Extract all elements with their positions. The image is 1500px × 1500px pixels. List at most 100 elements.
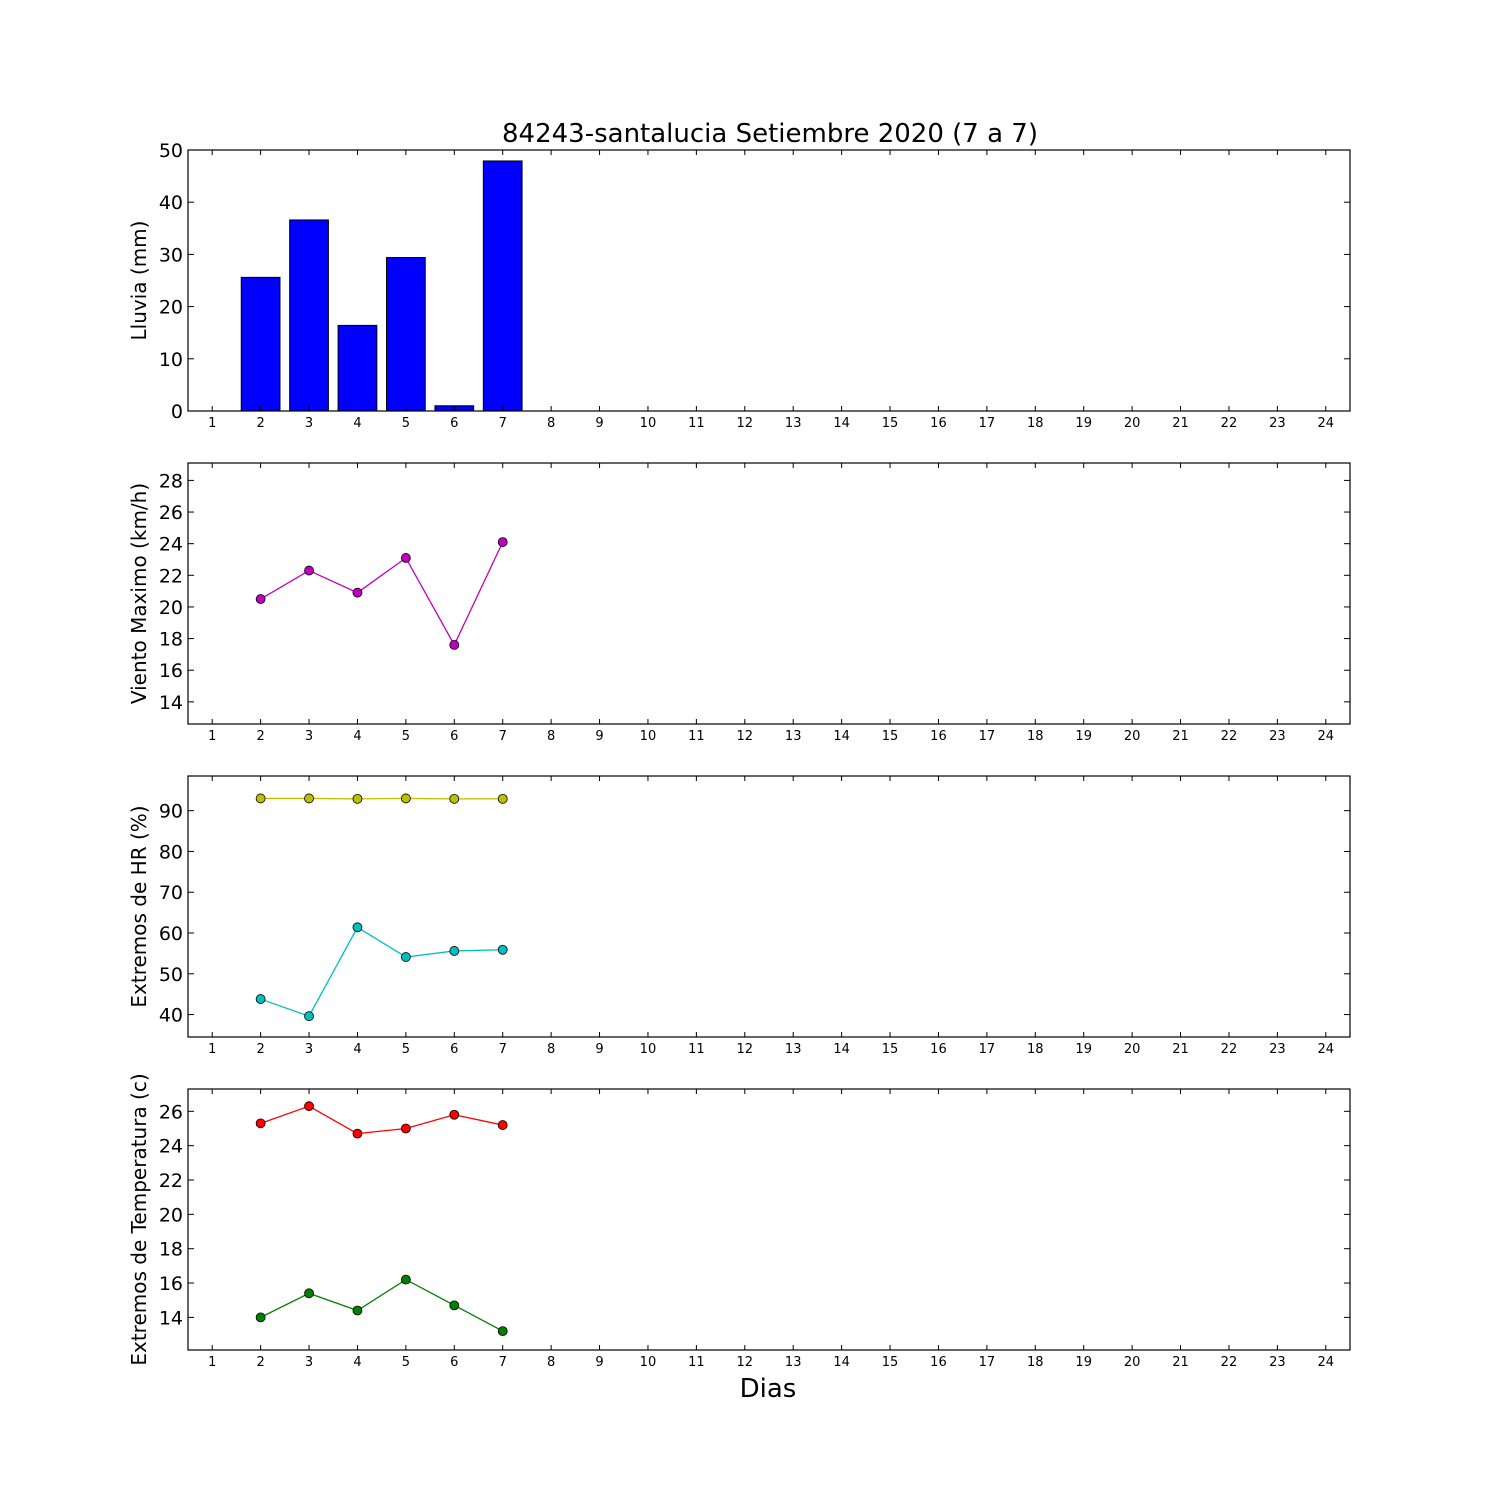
point-temperatura-0-day-5 [400, 1123, 411, 1134]
point-viento-0-day-6 [449, 640, 460, 650]
x-tick-label-temperatura-1: 1 [208, 1355, 216, 1370]
x-tick-label-hr-3: 3 [305, 1042, 313, 1057]
y-tick-label-temperatura-18: 18 [159, 1239, 183, 1261]
x-tick-label-hr-9: 9 [595, 1042, 603, 1057]
x-tick-label-viento-14: 14 [833, 729, 850, 744]
x-tick-label-hr-10: 10 [640, 1042, 657, 1057]
x-tick-label-lluvia-13: 13 [785, 416, 802, 431]
y-tick-label-temperatura-26: 26 [159, 1101, 183, 1123]
x-tick-label-viento-19: 19 [1075, 729, 1092, 744]
x-tick-label-temperatura-12: 12 [737, 1355, 754, 1370]
x-tick-label-lluvia-1: 1 [208, 416, 216, 431]
x-tick-label-temperatura-21: 21 [1172, 1355, 1189, 1370]
y-tick-label-viento-28: 28 [159, 470, 183, 492]
point-hr-1-day-7 [497, 944, 508, 955]
x-tick-label-temperatura-3: 3 [305, 1355, 313, 1370]
x-tick-label-temperatura-10: 10 [640, 1355, 657, 1370]
y-tick-label-lluvia-20: 20 [159, 297, 183, 319]
y-tick-label-hr-40: 40 [159, 1005, 183, 1027]
y-tick-label-lluvia-50: 50 [159, 140, 183, 162]
x-tick-label-viento-2: 2 [256, 729, 264, 744]
x-tick-label-lluvia-22: 22 [1221, 416, 1238, 431]
point-temperatura-1-day-7 [497, 1326, 508, 1337]
x-tick-label-hr-14: 14 [833, 1042, 850, 1057]
point-temperatura-0-day-2 [255, 1118, 266, 1129]
x-tick-label-viento-20: 20 [1124, 729, 1141, 744]
y-tick-label-temperatura-16: 16 [159, 1273, 183, 1295]
x-tick-label-viento-11: 11 [688, 729, 705, 744]
y-tick-label-temperatura-22: 22 [159, 1170, 183, 1192]
chart-title: 84243-santalucia Setiembre 2020 (7 a 7) [502, 119, 1038, 149]
x-tick-label-lluvia-5: 5 [402, 416, 410, 431]
x-tick-label-temperatura-17: 17 [979, 1355, 996, 1370]
x-tick-label-temperatura-19: 19 [1075, 1355, 1092, 1370]
x-tick-label-lluvia-7: 7 [499, 416, 507, 431]
x-tick-label-viento-12: 12 [737, 729, 754, 744]
y-tick-label-hr-60: 60 [159, 923, 183, 945]
x-tick-label-lluvia-3: 3 [305, 416, 313, 431]
point-viento-0-day-7 [497, 537, 508, 547]
x-tick-label-viento-3: 3 [305, 729, 313, 744]
y-tick-label-temperatura-14: 14 [159, 1307, 183, 1329]
x-tick-label-temperatura-18: 18 [1027, 1355, 1044, 1370]
x-tick-label-lluvia-19: 19 [1075, 416, 1092, 431]
x-tick-label-hr-22: 22 [1221, 1042, 1238, 1057]
x-tick-label-lluvia-17: 17 [979, 416, 996, 431]
x-tick-label-hr-24: 24 [1318, 1042, 1335, 1057]
point-viento-0-day-3 [304, 565, 314, 576]
x-tick-label-viento-1: 1 [208, 729, 216, 744]
x-tick-label-temperatura-16: 16 [930, 1355, 947, 1370]
x-tick-label-hr-13: 13 [785, 1042, 802, 1057]
y-tick-label-lluvia-30: 30 [159, 244, 183, 266]
bar-lluvia-day-2 [240, 276, 281, 412]
x-tick-label-temperatura-2: 2 [256, 1355, 264, 1370]
x-tick-label-lluvia-15: 15 [882, 416, 899, 431]
y-tick-label-viento-26: 26 [159, 502, 183, 524]
x-tick-label-viento-4: 4 [353, 729, 361, 744]
point-temperatura-0-day-4 [352, 1128, 363, 1139]
x-tick-label-viento-22: 22 [1221, 729, 1238, 744]
x-tick-label-lluvia-2: 2 [256, 416, 264, 431]
bar-lluvia-day-3 [289, 219, 329, 412]
x-tick-label-viento-7: 7 [499, 729, 507, 744]
x-tick-label-temperatura-5: 5 [402, 1355, 410, 1370]
panel-hr: 1 2 3 4 5 6 7 8 9 10 11 12 13 14 15 16 17 18 19 20 21 22 23 244… [127, 775, 1351, 1057]
bar-lluvia-day-4 [337, 324, 378, 412]
x-tick-label-hr-15: 15 [882, 1042, 899, 1057]
x-tick-label-hr-6: 6 [450, 1042, 458, 1057]
y-tick-label-temperatura-24: 24 [159, 1136, 183, 1158]
x-tick-label-hr-7: 7 [499, 1042, 507, 1057]
x-tick-label-lluvia-9: 9 [595, 416, 603, 431]
x-tick-label-viento-10: 10 [640, 729, 657, 744]
point-temperatura-1-day-3 [304, 1288, 314, 1299]
x-tick-label-lluvia-24: 24 [1318, 416, 1335, 431]
x-tick-label-hr-8: 8 [547, 1042, 555, 1057]
x-tick-label-hr-5: 5 [402, 1042, 410, 1057]
bar-lluvia-day-7 [482, 160, 523, 412]
bar-lluvia-day-5 [386, 257, 426, 412]
point-viento-0-day-2 [255, 594, 266, 604]
x-tick-label-temperatura-23: 23 [1269, 1355, 1286, 1370]
axes-frame-viento [187, 462, 1351, 725]
x-tick-label-temperatura-24: 24 [1318, 1355, 1335, 1370]
x-tick-label-hr-11: 11 [688, 1042, 705, 1057]
axes-frame-hr [187, 775, 1351, 1038]
x-tick-label-hr-21: 21 [1172, 1042, 1189, 1057]
x-tick-label-viento-23: 23 [1269, 729, 1286, 744]
y-tick-label-viento-24: 24 [159, 534, 183, 556]
x-tick-label-lluvia-8: 8 [547, 416, 555, 431]
x-tick-label-hr-2: 2 [256, 1042, 264, 1057]
point-temperatura-1-day-5 [400, 1274, 411, 1285]
point-hr-0-day-6 [449, 793, 460, 804]
x-tick-label-temperatura-20: 20 [1124, 1355, 1141, 1370]
point-hr-0-day-4 [352, 793, 363, 804]
x-tick-label-lluvia-12: 12 [737, 416, 754, 431]
point-hr-0-day-5 [400, 793, 411, 804]
x-tick-label-viento-17: 17 [979, 729, 996, 744]
y-tick-label-lluvia-40: 40 [159, 192, 183, 214]
x-tick-label-hr-23: 23 [1269, 1042, 1286, 1057]
point-hr-0-day-3 [304, 793, 314, 804]
y-tick-label-hr-50: 50 [159, 964, 183, 986]
